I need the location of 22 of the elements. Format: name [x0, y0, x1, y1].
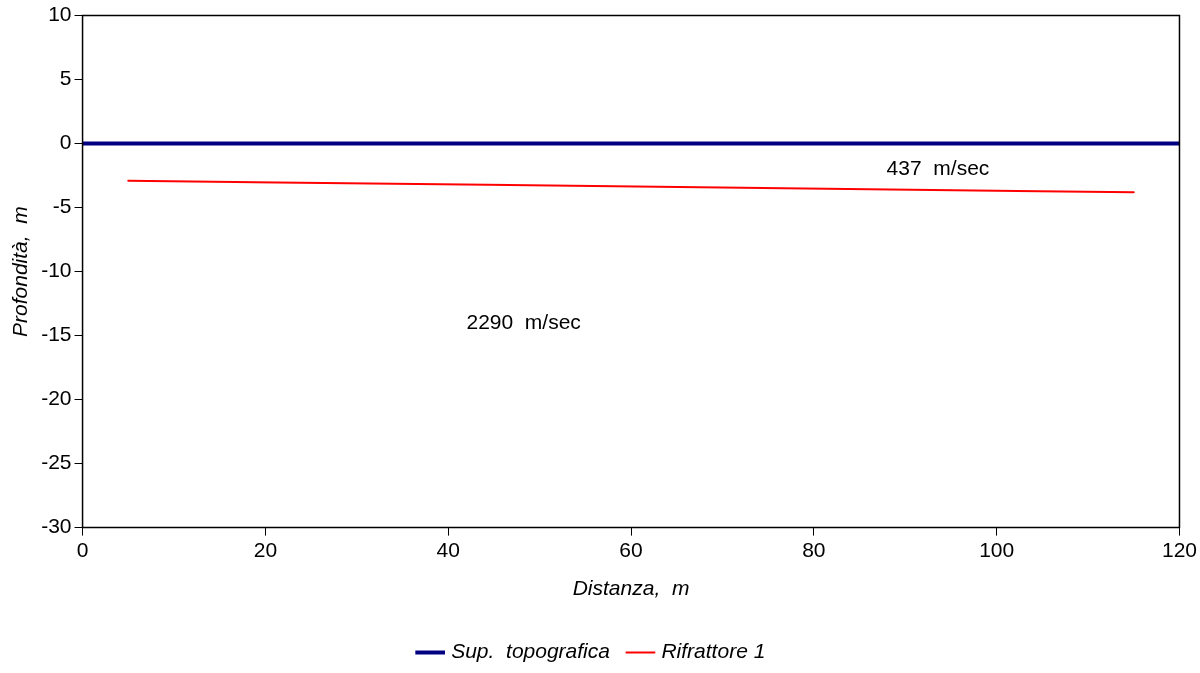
y-tick-label: 5 — [59, 66, 72, 90]
y-tick-label: -20 — [41, 386, 72, 410]
x-tick-label: 40 — [436, 538, 460, 561]
legend-label: Rifrattore 1 — [661, 639, 766, 663]
annotation: 2290 m/sec — [466, 309, 581, 333]
y-tick-label: -30 — [41, 514, 72, 538]
y-tick-label: 0 — [59, 130, 72, 154]
y-tick-label: -5 — [52, 194, 72, 218]
x-tick-label: 80 — [802, 538, 826, 561]
x-tick-label: 120 — [1161, 538, 1197, 561]
x-tick-label: 0 — [76, 538, 89, 561]
x-axis-title: Distanza, m — [572, 576, 690, 600]
y-tick-label: -15 — [41, 322, 72, 346]
x-tick-label: 60 — [619, 538, 643, 561]
x-tick-label: 100 — [979, 538, 1015, 561]
y-axis-title: Profondità, m — [8, 206, 32, 337]
y-tick-label: 10 — [48, 2, 72, 26]
annotation: 437 m/sec — [886, 156, 990, 179]
x-tick-label: 20 — [253, 538, 278, 561]
legend-label: Sup. topografica — [451, 639, 610, 663]
y-tick-label: -10 — [41, 258, 72, 282]
y-tick-label: -25 — [41, 450, 72, 474]
